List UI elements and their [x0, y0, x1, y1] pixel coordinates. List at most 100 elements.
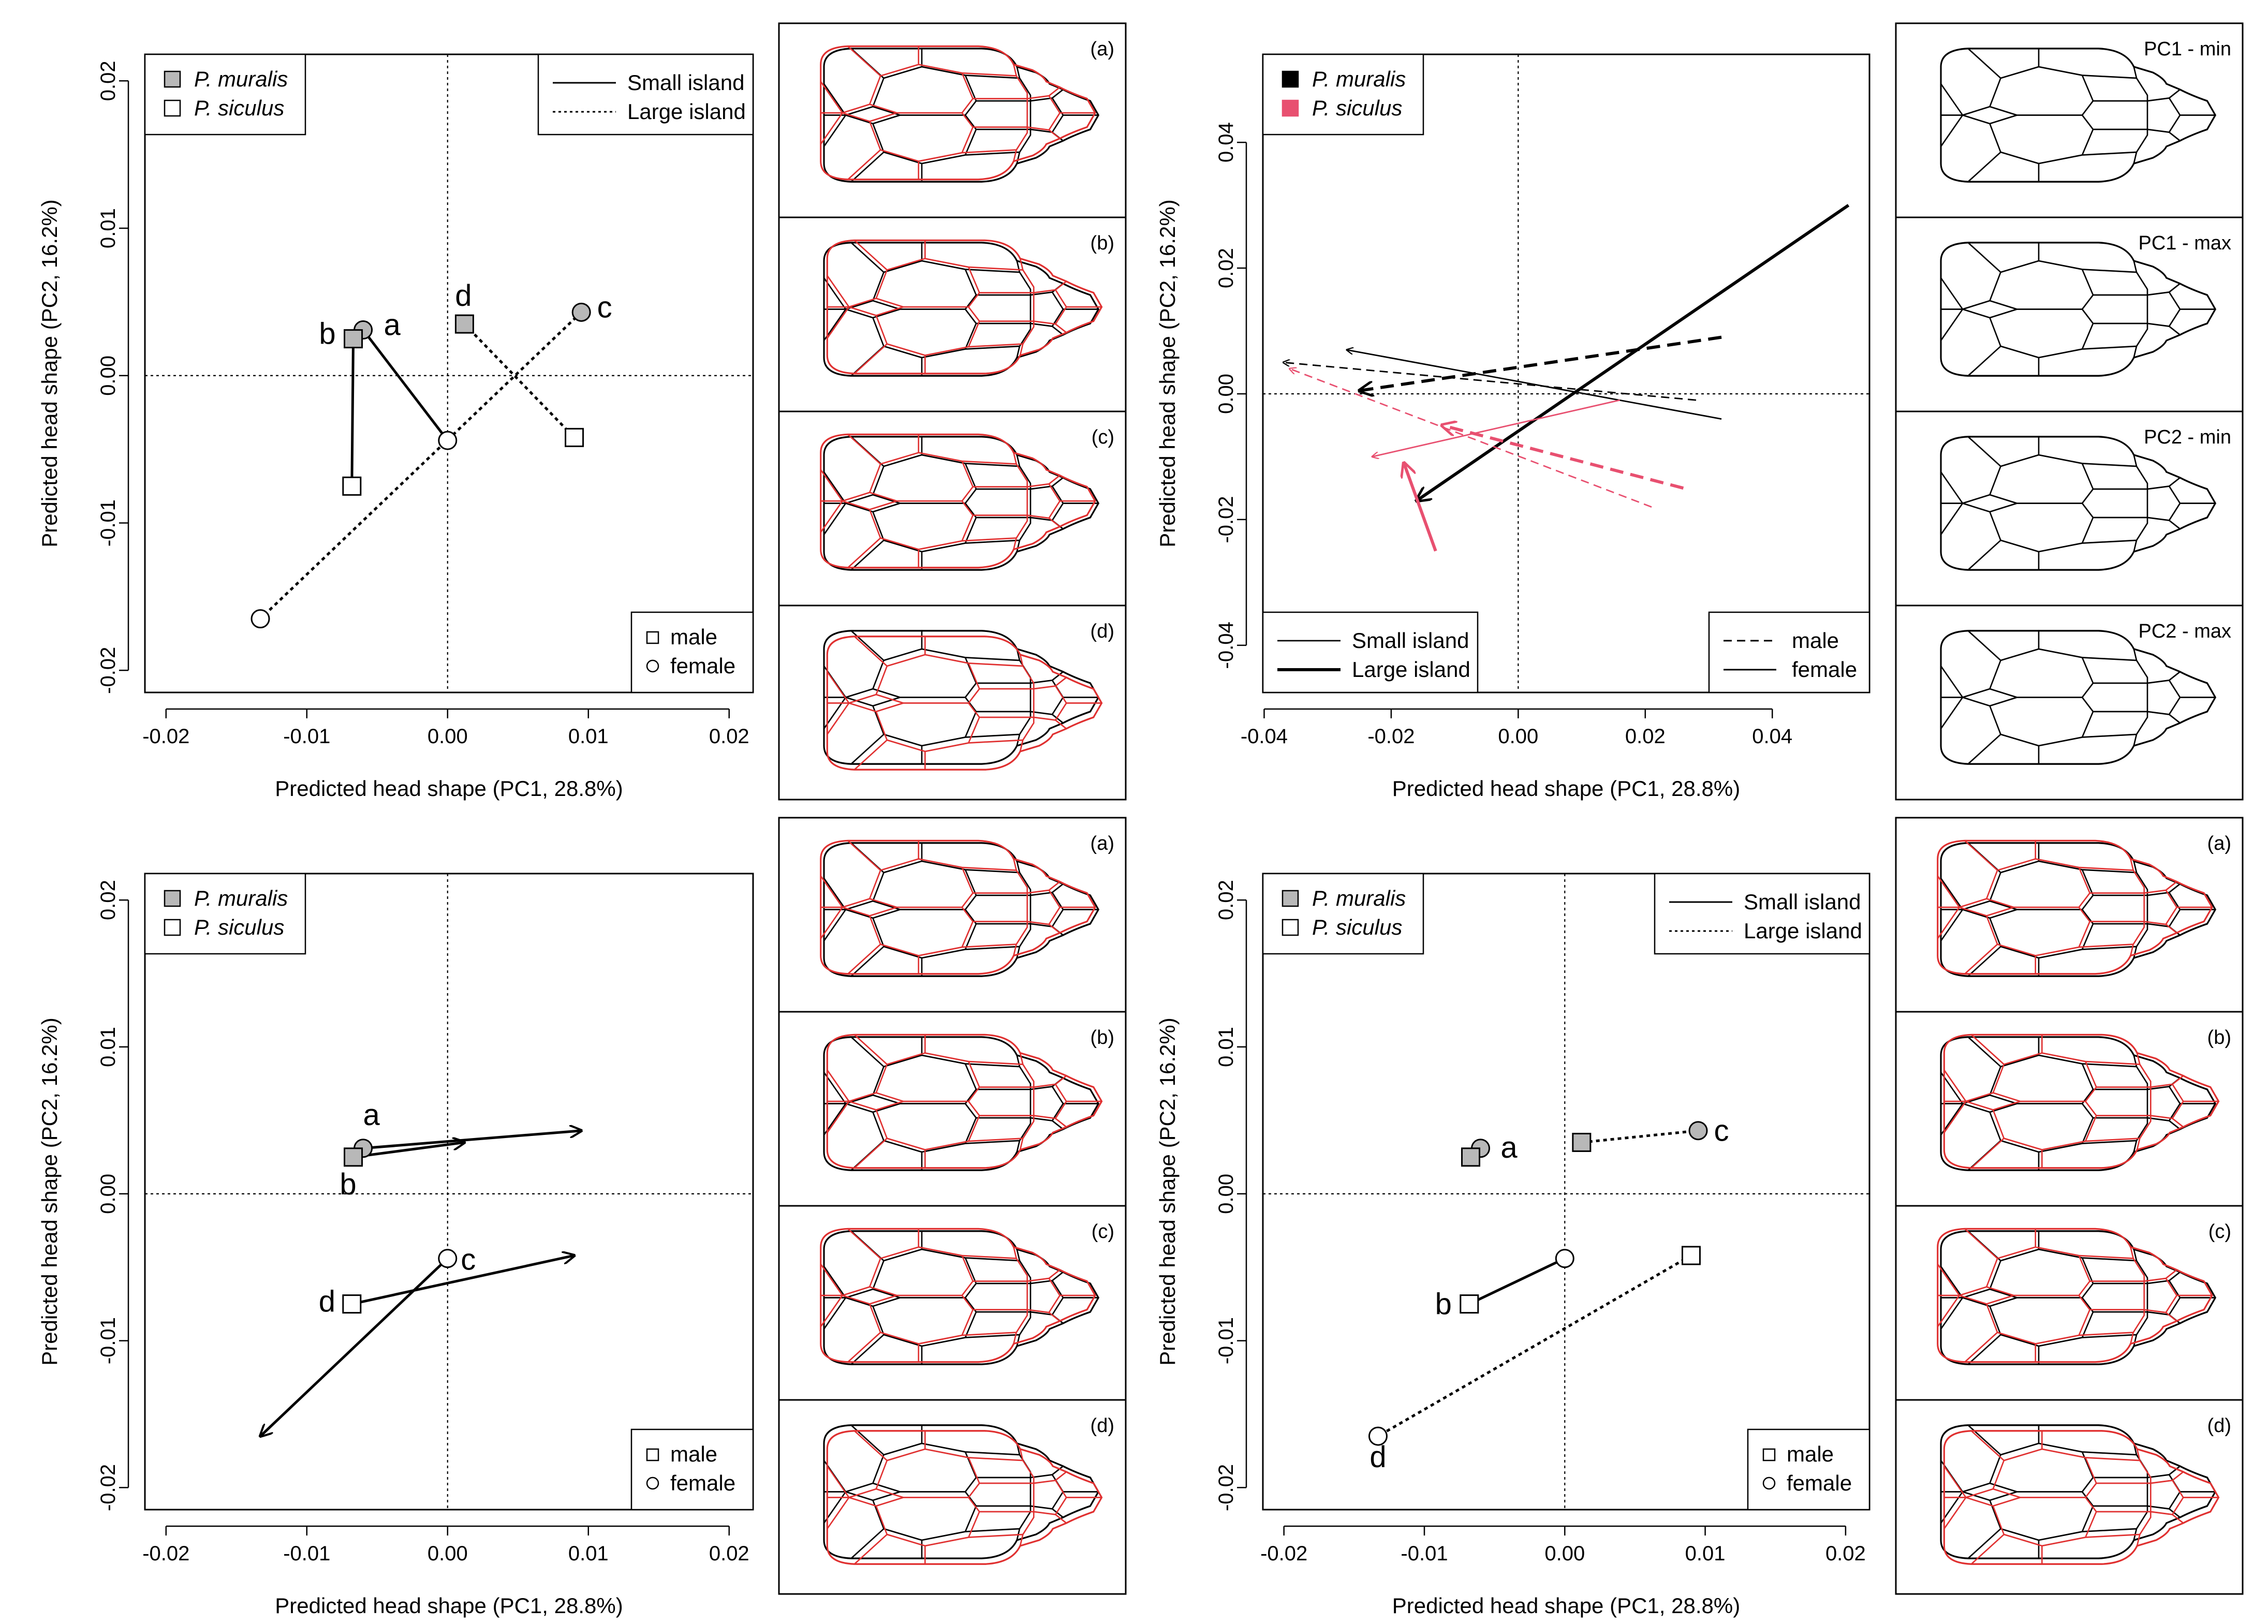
skull-outline-black	[1940, 1424, 2217, 1559]
y-tick-label: 0.01	[1215, 1027, 1238, 1067]
y-tick-label: -0.02	[97, 647, 120, 694]
skull-panel: (c)	[778, 410, 1127, 607]
y-axis: -0.02 -0.01 0.00 0.01 0.02	[97, 880, 129, 1511]
skull-wireframe	[1940, 436, 2217, 571]
y-tick-label: -0.01	[1215, 1317, 1238, 1364]
y-tick-label: -0.02	[97, 1464, 120, 1511]
skull-landmarks-red	[1937, 1228, 2212, 1363]
skull-outline-black	[823, 1424, 1100, 1559]
pair-segment	[1581, 1129, 1699, 1144]
island-legend: Small island Large island	[1654, 873, 1871, 955]
point-label: c	[461, 1243, 476, 1277]
sex-legend-box	[1747, 1428, 1871, 1511]
x-axis-title: Predicted head shape (PC1, 28.8%)	[1392, 1593, 1740, 1618]
pair-segment	[463, 323, 576, 439]
data-point-male	[344, 329, 363, 349]
skull-landmarks-red	[820, 840, 1095, 975]
skull-panel-label: PC2 - min	[2144, 426, 2231, 448]
skull-wireframe-red	[1937, 839, 2213, 975]
line-legend-label: Small island	[1744, 890, 1861, 914]
x-tick-label: -0.01	[1401, 1542, 1448, 1565]
panel-bottom-left: -0.02 -0.01 0.00 0.01 0.02 -0.02 -0.01 0.00 0.01…	[37, 873, 754, 1618]
skull-panel: PC1 - max	[1895, 216, 2244, 412]
skull-landmarks-red	[827, 240, 1102, 374]
skull-outline-black	[1940, 1230, 2217, 1365]
skull-panel-frame	[778, 817, 1127, 1013]
species-legend-swatch	[1282, 890, 1299, 907]
male-symbol	[646, 631, 659, 644]
plot-frame	[1262, 873, 1871, 1511]
skull-wireframe	[1940, 242, 2217, 377]
shape-change-vector	[1347, 350, 1722, 420]
y-tick-label: 0.00	[1215, 1174, 1238, 1214]
data-point-female	[1688, 1121, 1708, 1141]
panel-top-right: -0.04 -0.02 0.00 0.02 0.04 -0.04 -0.02 0.00 0.02…	[1155, 53, 1871, 801]
sex-line-legend-box	[1708, 611, 1871, 693]
line-legend-label: Large island	[1744, 919, 1862, 943]
species-legend-label: P. muralis	[1312, 886, 1406, 910]
skull-panel-label: PC1 - min	[2144, 38, 2231, 60]
skull-panel: (a)	[778, 817, 1127, 1013]
data-point-female	[1368, 1426, 1388, 1446]
species-legend-label: P. muralis	[1312, 67, 1406, 91]
skull-outline-black	[823, 842, 1100, 977]
x-tick-label: -0.02	[142, 1542, 189, 1565]
x-tick-label: 0.00	[428, 1542, 468, 1565]
x-tick-label: 0.02	[709, 725, 749, 748]
y-axis: -0.04 -0.02 0.00 0.02 0.04	[1215, 122, 1247, 669]
species-legend-swatch	[164, 99, 181, 117]
skull-wireframe	[823, 1424, 1103, 1565]
sex-line-legend-label: female	[1792, 657, 1857, 682]
sex-legend-label: female	[670, 1471, 735, 1495]
shape-change-arrow	[260, 1257, 449, 1436]
skull-panel: (d)	[778, 604, 1127, 801]
size-legend-box	[1262, 611, 1479, 693]
skull-panel-frame	[1895, 410, 2244, 607]
data-point-male	[454, 314, 474, 334]
species-legend-label: P. siculus	[1312, 96, 1402, 120]
shape-change-vector	[1417, 204, 1850, 501]
y-axis: -0.02 -0.01 0.00 0.01 0.02	[97, 61, 129, 694]
x-axis-title: Predicted head shape (PC1, 28.8%)	[1392, 776, 1740, 801]
skull-panel-label: (c)	[1092, 426, 1114, 448]
skull-wireframe	[823, 1034, 1103, 1171]
data-point-male	[342, 476, 362, 496]
species-legend-label: P. siculus	[194, 96, 284, 120]
skull-outline-black	[823, 1230, 1100, 1365]
skull-wireframe	[820, 433, 1100, 571]
point-label: a	[1500, 1131, 1518, 1164]
skull-panel-frame	[778, 410, 1127, 607]
x-axis: -0.04 -0.02 0.00 0.02 0.04	[1241, 708, 1792, 748]
sex-legend: male female	[1747, 1428, 1871, 1511]
skull-panel-label: (d)	[1091, 621, 1114, 642]
x-tick-label: 0.04	[1752, 725, 1792, 748]
skull-outline-black	[1940, 1036, 2217, 1171]
scatter-plots: -0.02 -0.01 0.00 0.01 0.02 -0.02 -0.01 0.00 0.01…	[37, 53, 1871, 1618]
skull-panel-frame	[1895, 604, 2244, 801]
skull-panel: PC1 - min	[1895, 22, 2244, 218]
skull-panel-frame	[1895, 22, 2244, 218]
y-tick-label: 0.01	[97, 208, 120, 248]
y-tick-label: -0.02	[1215, 1464, 1238, 1511]
skull-panel-label: (a)	[1091, 38, 1114, 60]
skull-panel-label: (b)	[1091, 1027, 1114, 1049]
skull-wireframe	[823, 630, 1103, 771]
species-legend: P. muralis P. siculus	[144, 53, 306, 136]
male-symbol	[1762, 1448, 1776, 1461]
shape-change-arrow	[353, 1142, 465, 1159]
skull-landmarks	[1940, 436, 2216, 571]
y-tick-label: 0.02	[97, 61, 120, 101]
point-label: c	[597, 290, 612, 324]
x-tick-label: -0.02	[1367, 725, 1415, 748]
x-tick-label: 0.01	[568, 1542, 609, 1565]
skull-wireframe-red	[820, 1228, 1096, 1363]
skull-wireframe-red	[1943, 1430, 2220, 1565]
data-point-male	[344, 1147, 363, 1167]
male-symbol	[646, 1448, 659, 1461]
skull-panel-frame	[778, 216, 1127, 412]
skull-outline-red	[820, 839, 1096, 975]
x-tick-label: 0.01	[1685, 1542, 1726, 1565]
skull-wireframe	[820, 1228, 1100, 1365]
skull-landmarks-red	[1943, 1034, 2219, 1169]
